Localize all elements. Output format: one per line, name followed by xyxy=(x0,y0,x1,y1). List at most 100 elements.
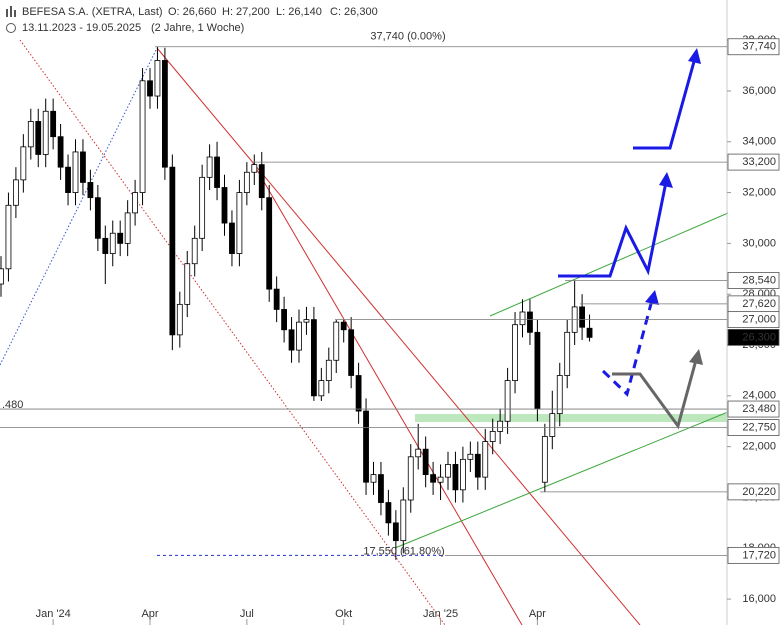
candle-body xyxy=(378,474,384,503)
candle-body xyxy=(333,321,340,361)
period: (2 Jahre, 1 Woche) xyxy=(151,22,244,34)
candle-body xyxy=(258,164,265,199)
candle-body xyxy=(5,204,12,270)
trend-line xyxy=(19,39,446,625)
candle-body xyxy=(310,319,317,397)
candle-body xyxy=(325,359,332,381)
candle-body xyxy=(288,329,295,351)
fib-line xyxy=(0,47,158,366)
candle-body xyxy=(20,146,27,181)
scenario-arrow xyxy=(612,359,698,430)
candle-body xyxy=(348,329,355,376)
candle-body xyxy=(199,176,206,239)
channel-line xyxy=(394,411,729,549)
candle-body xyxy=(184,263,191,305)
level-label: 27,000 xyxy=(742,314,776,326)
scenario-arrow xyxy=(601,299,654,397)
candle-body xyxy=(229,222,235,254)
annotation: .480 xyxy=(2,399,23,411)
x-tick-label: Jan '24 xyxy=(36,608,71,620)
title: BEFESA S.A. (XETRA, Last) xyxy=(22,6,163,18)
candle-body xyxy=(65,166,71,193)
candle-body xyxy=(102,237,109,254)
candle-body xyxy=(214,156,220,188)
arrow-head xyxy=(688,48,701,64)
candle-body xyxy=(27,121,34,148)
candle-body xyxy=(117,232,124,244)
annotation: 37,740 (0.00%) xyxy=(370,31,445,43)
candle-body xyxy=(459,458,466,491)
candle-body xyxy=(94,197,101,239)
candle-body xyxy=(266,197,273,290)
subtitle: 13.11.2023 - 19.05.2025 xyxy=(22,22,141,34)
candle-body xyxy=(236,192,243,254)
icon xyxy=(10,6,12,17)
candle-body xyxy=(221,187,228,224)
ohlc: L: 26,140 xyxy=(276,6,322,18)
x-tick-label: Okt xyxy=(335,608,352,620)
annotation: 17,550 (61.80%) xyxy=(363,546,444,558)
level-box xyxy=(727,38,780,56)
candle-body xyxy=(355,375,362,412)
drawings xyxy=(0,0,729,625)
ohlc: H: 27,200 xyxy=(222,6,270,18)
y-tick-label: 22,000 xyxy=(742,441,776,453)
level-label: 20,220 xyxy=(742,486,776,498)
level-label: 28,540 xyxy=(742,274,776,286)
candle-body xyxy=(422,448,429,475)
level-label: 22,750 xyxy=(742,421,776,433)
candle-body xyxy=(400,499,407,542)
level-box xyxy=(727,153,780,171)
level-label: 17,720 xyxy=(742,549,776,561)
level-box xyxy=(727,546,780,564)
scenario-arrow xyxy=(558,181,668,278)
level-box xyxy=(727,483,780,501)
candle-body xyxy=(564,331,571,376)
candle-body xyxy=(176,303,183,336)
candle-body xyxy=(586,327,593,338)
candle-body xyxy=(161,60,168,168)
candle-body xyxy=(273,288,280,310)
scenario-arrow xyxy=(633,57,697,150)
candle-body xyxy=(385,502,392,524)
y-tick-label: 36,000 xyxy=(742,85,776,97)
candle-body xyxy=(363,410,369,483)
channel-line xyxy=(489,212,729,317)
ohlc: O: 26,660 xyxy=(168,6,216,18)
candle-body xyxy=(0,268,4,285)
candle-body xyxy=(124,212,131,244)
level-label: 23,480 xyxy=(742,403,776,415)
candle-body xyxy=(169,166,176,336)
candle-body xyxy=(12,179,19,206)
candle-body xyxy=(504,380,511,422)
candle-body xyxy=(415,448,422,458)
trend-line xyxy=(252,162,523,625)
header: BEFESA S.A. (XETRA, Last) O: 26,660 H: 2… xyxy=(6,6,378,34)
y-tick-label: 24,000 xyxy=(742,390,776,402)
candle-body xyxy=(482,441,489,478)
ohlc: C: 26,300 xyxy=(330,6,378,18)
candle-body xyxy=(132,192,139,214)
level-label: 26,300 xyxy=(742,331,776,343)
icon xyxy=(14,10,16,17)
candle-body xyxy=(80,151,86,183)
arrow-head xyxy=(659,172,673,188)
candle-body xyxy=(35,121,42,155)
candle-body xyxy=(318,380,325,397)
candle-body xyxy=(303,319,310,323)
candle-body xyxy=(527,311,533,333)
level-box xyxy=(727,328,780,346)
x-tick-label: Jul xyxy=(240,608,254,620)
candle-body xyxy=(467,453,474,460)
icon xyxy=(6,9,8,17)
candle-body xyxy=(87,182,94,199)
candle-body xyxy=(549,413,556,437)
candle-body xyxy=(452,464,459,491)
candle-body xyxy=(139,80,146,193)
candle-body xyxy=(437,476,444,483)
x-tick-label: Apr xyxy=(141,608,158,620)
candle-body xyxy=(154,60,161,97)
y-tick-label: 30,000 xyxy=(742,237,776,249)
level-box xyxy=(727,272,780,289)
